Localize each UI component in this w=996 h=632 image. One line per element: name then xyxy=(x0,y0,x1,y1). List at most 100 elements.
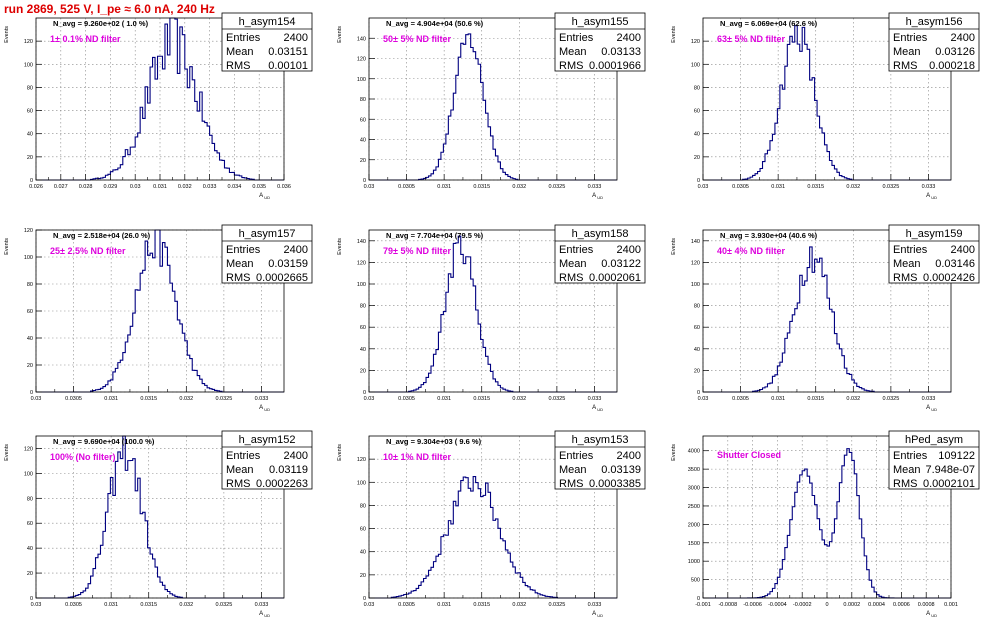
x-tick-label: 0.0325 xyxy=(882,184,899,190)
x-tick-label: 0.031 xyxy=(771,396,785,402)
y-tick-label: 120 xyxy=(24,39,33,45)
plot-frame xyxy=(702,17,952,181)
x-tick-label: -0.0002 xyxy=(793,602,812,608)
y-tick-label: 2000 xyxy=(688,522,700,528)
x-tick-label: 0.0305 xyxy=(732,184,749,190)
x-tick-label: 0.033 xyxy=(255,396,269,402)
stat-label: Mean xyxy=(893,46,921,58)
y-tick-label: 40 xyxy=(360,550,366,556)
histogram-h_asym152: 0.03 0.0305 0.031 0.0315 0.032 0.0325 0.033 0 20… xyxy=(4,430,313,618)
stat-value: 0.03133 xyxy=(601,46,641,58)
histogram-h_asym155: 0.03 0.0305 0.031 0.0315 0.032 0.0325 0.033 0 20… xyxy=(337,12,646,200)
x-tick-label: -0.0004 xyxy=(768,602,787,608)
x-tick-label: 0.027 xyxy=(54,184,68,190)
y-tick-label: 140 xyxy=(357,239,366,245)
filter-label: 63± 5% ND filter xyxy=(717,34,785,44)
stats-box: h_asym156 Entries 2400 Mean 0.03126 RMS 0.0002… xyxy=(888,12,980,72)
y-tick-label: 100 xyxy=(24,471,33,477)
stat-value: 2400 xyxy=(617,244,641,256)
histogram-name: h_asym156 xyxy=(906,16,963,28)
x-tick-label: 0.033 xyxy=(588,602,602,608)
plot-frame xyxy=(368,435,618,599)
n-avg-text: N_avg = 6.069e+04 (62.6 %) xyxy=(720,19,818,28)
x-tick-label: 0.0325 xyxy=(215,602,232,608)
x-tick-label: 0.0315 xyxy=(807,184,824,190)
y-tick-label: 60 xyxy=(694,109,700,115)
x-tick-label: 0.033 xyxy=(922,396,936,402)
n-avg-text: N_avg = 3.930e+04 (40.6 %) xyxy=(720,231,818,240)
stat-value: 2400 xyxy=(951,244,975,256)
y-tick-label: 60 xyxy=(360,527,366,533)
histogram-hPed_asym: -0.001 -0.0008 -0.0006 -0.0004 -0.0002 0 0.000… xyxy=(671,430,980,618)
y-tick-label: 0 xyxy=(697,596,700,602)
filter-label: 1± 0.1% ND filter xyxy=(50,34,121,44)
y-tick-label: 80 xyxy=(360,97,366,103)
x-tick-label: 0.033 xyxy=(922,184,936,190)
y-tick-label: 80 xyxy=(27,85,33,91)
plot-frame xyxy=(702,229,952,393)
plot-frame xyxy=(368,229,618,393)
x-tick-label: 0.0315 xyxy=(807,396,824,402)
stat-label: Mean xyxy=(893,464,921,476)
stat-label: Entries xyxy=(893,244,928,256)
stat-value: 2400 xyxy=(284,244,308,256)
histogram-h_asym158: 0.03 0.0305 0.031 0.0315 0.032 0.0325 0.033 0 20… xyxy=(337,224,646,412)
y-tick-label: 140 xyxy=(691,239,700,245)
x-tick-label: 0.0325 xyxy=(215,396,232,402)
y-tick-label: 3500 xyxy=(688,467,700,473)
histogram-line xyxy=(369,476,617,599)
filter-label: 79± 5% ND filter xyxy=(383,246,451,256)
x-tick-label: 0.032 xyxy=(846,184,860,190)
x-axis-label: A UD xyxy=(592,405,603,412)
stat-label: Entries xyxy=(559,244,594,256)
y-tick-label: 3000 xyxy=(688,486,700,492)
y-tick-label: 80 xyxy=(360,503,366,509)
histogram-name: h_asym155 xyxy=(572,16,629,28)
x-tick-label: 0.034 xyxy=(228,184,242,190)
stat-label: Mean xyxy=(226,46,254,58)
y-tick-label: 20 xyxy=(360,158,366,164)
y-axis-label: Events xyxy=(4,26,10,43)
x-axis-label: A UD xyxy=(592,611,603,618)
stat-value: 0.0003385 xyxy=(589,478,641,490)
x-tick-label: 0.0305 xyxy=(398,602,415,608)
n-avg-text: N_avg = 9.690e+04 (100.0 %) xyxy=(53,437,155,446)
y-axis-label: Events xyxy=(4,238,10,255)
x-tick-label: 0.032 xyxy=(179,602,193,608)
y-tick-label: 0 xyxy=(363,178,366,184)
page-title: run 2869, 525 V, I_pe ≈ 6.0 nA, 240 Hz xyxy=(4,2,215,16)
stat-value: 0.0002263 xyxy=(256,478,308,490)
x-tick-label: 0.033 xyxy=(588,396,602,402)
x-axis-label: A UD xyxy=(259,611,270,618)
x-tick-label: 0.036 xyxy=(277,184,291,190)
stat-label: Entries xyxy=(226,450,261,462)
y-tick-label: 120 xyxy=(24,228,33,234)
x-tick-label: 0.033 xyxy=(203,184,217,190)
grid xyxy=(35,436,284,599)
filter-label: 40± 4% ND filter xyxy=(717,246,785,256)
y-tick-label: 100 xyxy=(691,62,700,68)
x-tick-label: 0.001 xyxy=(944,602,958,608)
y-axis-label: Events xyxy=(337,238,343,255)
y-tick-label: 20 xyxy=(360,573,366,579)
plot-frame xyxy=(35,435,285,599)
x-tick-label: 0.032 xyxy=(512,396,526,402)
filter-label: Shutter Closed xyxy=(717,450,781,460)
y-tick-label: 0 xyxy=(697,390,700,396)
filter-label: 10± 1% ND filter xyxy=(383,452,451,462)
stat-value: 7.948e-07 xyxy=(925,464,975,476)
y-tick-label: 100 xyxy=(357,77,366,83)
x-tick-label: 0.0315 xyxy=(140,602,157,608)
stat-value: 0.03119 xyxy=(269,464,308,476)
stats-box: h_asym157 Entries 2400 Mean 0.03159 RMS 0.0002… xyxy=(221,224,313,284)
x-tick-label: -0.0006 xyxy=(743,602,762,608)
n-avg-text: N_avg = 4.904e+04 (50.6 %) xyxy=(386,19,484,28)
y-tick-label: 4000 xyxy=(688,449,700,455)
stat-value: 0.0001966 xyxy=(589,60,641,72)
y-tick-label: 20 xyxy=(360,368,366,374)
x-tick-label: 0.03 xyxy=(130,184,141,190)
stat-value: 0.0002101 xyxy=(923,478,975,490)
histogram-h_asym156: 0.03 0.0305 0.031 0.0315 0.032 0.0325 0.033 0 20… xyxy=(671,12,980,200)
x-tick-label: 0.03 xyxy=(364,396,375,402)
stat-label: Entries xyxy=(226,244,261,256)
